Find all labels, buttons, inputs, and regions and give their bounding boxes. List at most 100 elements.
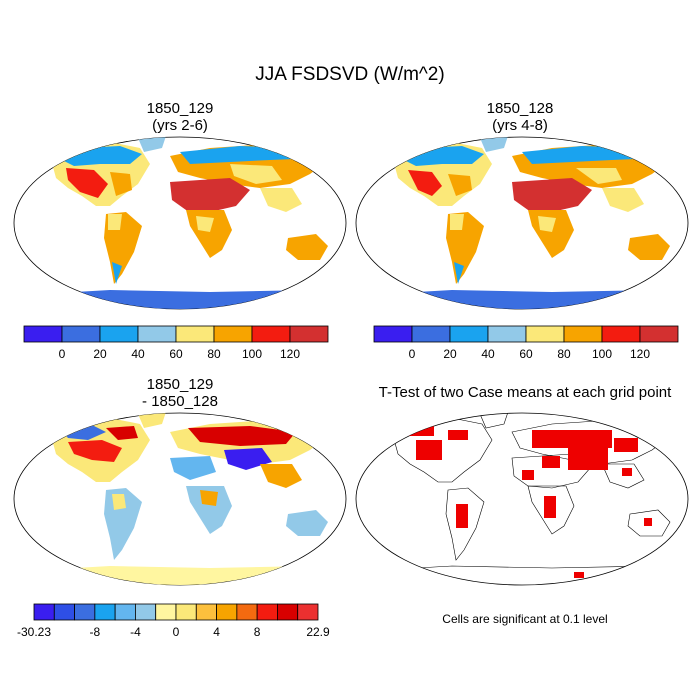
colorbar-tick-label: 22.9: [306, 625, 330, 639]
colorbar-tick-label: -8: [90, 625, 101, 639]
panel-title-top-right: 1850_128 (yrs 4-8): [400, 100, 640, 134]
colorbar-tick-label: 8: [254, 625, 261, 639]
colorbar-boxes: [373, 325, 679, 343]
panel-title-top-right-line1: 1850_128: [486, 100, 554, 117]
colorbar-tick-label: 20: [443, 347, 457, 361]
colorbar-tick-label: 60: [169, 347, 183, 361]
colorbar-box: [601, 325, 641, 343]
greenland: [138, 413, 166, 428]
colorbar-box: [114, 603, 136, 621]
colorbar-tick-label: 120: [630, 347, 650, 361]
significant-cell: [532, 430, 612, 448]
colorbar-box: [74, 603, 96, 621]
antarctica: [382, 290, 682, 309]
map-top-right: [355, 136, 689, 310]
panel-title-top-left: 1850_129 (yrs 2-6): [60, 100, 300, 134]
colorbar-tick-label: 40: [481, 347, 495, 361]
panel-title-bottom-left-line1: 1850_129: [146, 376, 214, 393]
colorbar-box: [53, 603, 75, 621]
significant-cell: [542, 456, 560, 468]
colorbar-box: [277, 603, 299, 621]
colorbar-box: [411, 325, 451, 343]
south-asia: [260, 188, 302, 212]
north-america-central: [66, 168, 108, 198]
greenland: [138, 137, 166, 152]
colorbar-bottom-left: -30.23 -8 -4 0 4 8 22.9: [17, 603, 330, 639]
colorbar-tick-label: -4: [130, 625, 141, 639]
colorbar-labels: 0 20 40 60 80 100 120: [409, 347, 651, 361]
significant-cell: [544, 496, 556, 518]
significance-note: Cells are significant at 0.1 level: [442, 612, 608, 626]
colorbar-box: [175, 603, 197, 621]
colorbar-box: [373, 325, 413, 343]
colorbar-box: [525, 325, 565, 343]
colorbar-box: [487, 325, 527, 343]
colorbar-tick-label: 40: [131, 347, 145, 361]
colorbar-box: [563, 325, 603, 343]
africa-equatorial: [538, 216, 556, 232]
north-america-east: [448, 174, 472, 196]
colorbar-box: [256, 603, 278, 621]
colorbar-labels: 0 20 40 60 80 100 120: [59, 347, 301, 361]
colorbar-tick-label: 4: [213, 625, 220, 639]
significant-cell: [644, 518, 652, 526]
africa-equatorial: [200, 490, 218, 506]
africa-equatorial: [196, 216, 214, 232]
north-america-east: [110, 172, 132, 196]
colorbar-box: [236, 603, 258, 621]
south-asia: [602, 188, 644, 212]
australia: [286, 234, 328, 260]
central-asia: [230, 164, 282, 184]
central-asia: [224, 448, 272, 470]
colorbar-tick-label: 120: [280, 347, 300, 361]
colorbar-box: [449, 325, 489, 343]
colorbar-top-right: 0 20 40 60 80 100 120: [373, 325, 679, 361]
colorbar-box: [289, 325, 329, 343]
colorbar-boxes: [23, 325, 329, 343]
colorbar-tick-label: 0: [59, 347, 66, 361]
colorbar-box: [23, 325, 63, 343]
north-america-central: [408, 170, 442, 196]
south-asia: [260, 464, 302, 488]
colorbar-top-left: 0 20 40 60 80 100 120: [23, 325, 329, 361]
colorbar-tick-label: 60: [519, 347, 533, 361]
significant-cell: [522, 470, 534, 480]
antarctica: [40, 290, 340, 309]
figure-title: JJA FSDSVD (W/m^2): [255, 64, 445, 85]
colorbar-tick-label: 100: [242, 347, 262, 361]
colorbar-box: [94, 603, 116, 621]
colorbar-box: [195, 603, 217, 621]
antarctica: [40, 566, 340, 585]
colorbar-box: [61, 325, 101, 343]
colorbar-box: [216, 603, 238, 621]
north-america-central: [68, 440, 122, 462]
north-america-northeast: [106, 426, 138, 440]
panel-title-bottom-left: 1850_129 - 1850_128: [60, 376, 300, 410]
significant-cell: [614, 438, 638, 452]
significant-cell: [568, 448, 608, 470]
greenland: [480, 137, 508, 152]
colorbar-tick-label: 100: [592, 347, 612, 361]
south-america-south: [454, 262, 464, 284]
panel-title-bottom-right: T-Test of two Case means at each grid po…: [378, 384, 672, 401]
colorbar-box: [135, 603, 157, 621]
south-america-north: [108, 214, 122, 230]
colorbar-tick-label: 80: [557, 347, 571, 361]
colorbar-tick-label: 0: [173, 625, 180, 639]
australia: [628, 234, 670, 260]
colorbar-labels: -30.23 -8 -4 0 4 8 22.9: [17, 625, 330, 639]
south-america-south: [112, 262, 122, 284]
africa-south: [186, 486, 232, 534]
colorbar-box: [99, 325, 139, 343]
map-bottom-right: [355, 412, 689, 586]
map-bottom-left: [13, 412, 347, 586]
colorbar-tick-label: -30.23: [17, 625, 51, 639]
colorbar-box: [155, 603, 177, 621]
colorbar-box: [33, 603, 55, 621]
significant-cell: [448, 430, 468, 440]
sahara-arabia: [170, 178, 250, 212]
colorbar-tick-label: 20: [93, 347, 107, 361]
panel-title-top-right-line2: (yrs 4-8): [492, 117, 548, 134]
colorbar-box: [639, 325, 679, 343]
significant-cell: [574, 572, 584, 578]
